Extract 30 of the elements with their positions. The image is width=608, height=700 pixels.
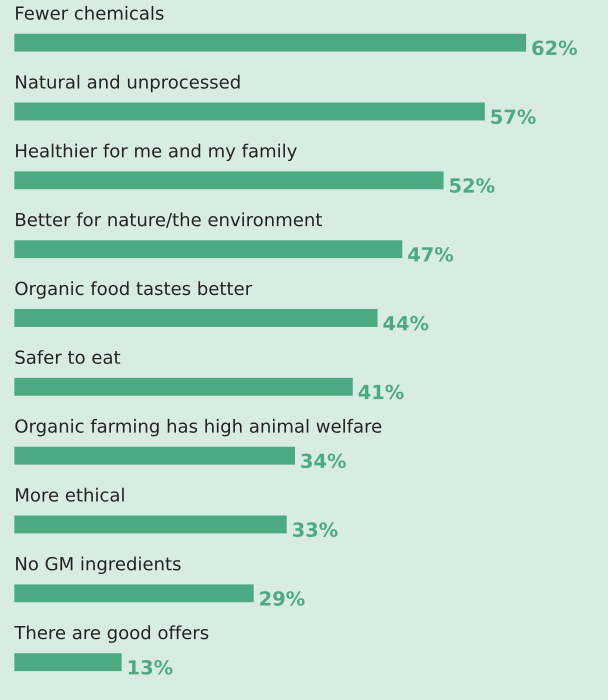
bar: [14, 584, 254, 602]
data-label: 34%: [301, 453, 346, 468]
bar: [14, 240, 402, 258]
data-label: 57%: [491, 109, 536, 124]
y-tick-label: Organic farming has high animal welfare: [15, 418, 382, 436]
y-tick-label: Organic food tastes better: [15, 281, 252, 299]
y-tick-label: Healthier for me and my family: [16, 144, 297, 162]
data-label: 47%: [408, 246, 454, 262]
bar: [14, 102, 485, 120]
bar: [14, 34, 526, 52]
y-tick-label: There are good offers: [14, 625, 208, 643]
y-tick-label: More ethical: [16, 488, 124, 502]
bar: [14, 653, 122, 672]
bar: [14, 378, 353, 396]
y-tick-label: Fewer chemicals: [16, 6, 164, 20]
bar: [14, 171, 444, 190]
y-tick-label: Natural and unprocessed: [16, 74, 240, 92]
data-label: 29%: [260, 591, 305, 606]
data-label: 41%: [358, 384, 404, 400]
data-label: 62%: [532, 40, 577, 56]
data-label: 44%: [383, 316, 428, 331]
y-tick-label: Safer to eat: [16, 350, 120, 364]
bar: [14, 516, 287, 534]
data-label: 33%: [292, 522, 338, 538]
bar: [14, 446, 295, 465]
y-tick-label: Better for nature/the environment: [16, 212, 322, 228]
data-label: 13%: [128, 660, 173, 675]
bar: [14, 309, 378, 327]
y-tick-label: No GM ingredients: [16, 556, 181, 574]
data-label: 52%: [450, 178, 494, 193]
